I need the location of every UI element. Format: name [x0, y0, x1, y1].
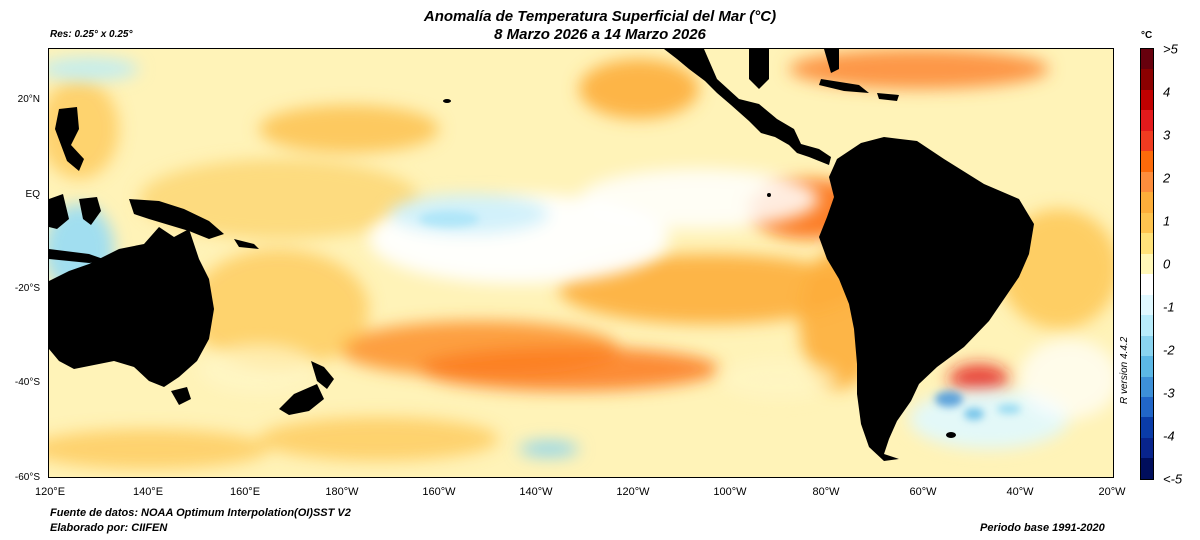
colorbar-segment [1141, 171, 1153, 193]
cool-anomaly-eddies [419, 211, 1021, 420]
colorbar-segment [1141, 151, 1153, 172]
australia [49, 227, 214, 387]
colorbar-segment [1141, 192, 1153, 213]
colorbar-segment [1141, 437, 1153, 459]
resolution-label: Res: 0.25° x 0.25° [50, 29, 133, 40]
colorbar-segment [1141, 335, 1153, 357]
indonesia-islands [49, 249, 109, 263]
colorbar-unit: °C [1141, 30, 1153, 41]
lon-label-160w: 160°W [422, 486, 456, 498]
author-credit: Elaborado por: CIIFEN [50, 522, 168, 534]
lon-label-180w: 180°W [325, 486, 359, 498]
sst-anomaly-map [48, 48, 1114, 478]
colorbar-tick-label: 2 [1163, 170, 1171, 186]
colorbar-segment [1141, 458, 1153, 479]
map-date-range: 8 Marzo 2026 a 14 Marzo 2026 [494, 26, 706, 43]
north-america [664, 49, 831, 165]
colorbar-tick-label: 3 [1163, 127, 1171, 143]
new-guinea [129, 199, 224, 239]
lon-label-20w: 20°W [1098, 486, 1126, 498]
colorbar-segment [1141, 233, 1153, 254]
colorbar-segment [1141, 274, 1153, 295]
base-period: Periodo base 1991-2020 [980, 522, 1105, 534]
new-zealand-south [279, 384, 324, 415]
colorbar-segment [1141, 417, 1153, 438]
sulawesi [79, 197, 101, 225]
colorbar-segment [1141, 49, 1153, 70]
data-source: Fuente de datos: NOAA Optimum Interpolat… [50, 507, 351, 519]
colorbar-tick-label: >5 [1163, 41, 1178, 57]
colorbar-segment [1141, 315, 1153, 336]
lon-label-120w: 120°W [616, 486, 650, 498]
lon-label-100w: 100°W [713, 486, 747, 498]
new-zealand-north [311, 361, 334, 389]
lat-label-60s: -60°S [14, 472, 40, 483]
lon-label-80w: 80°W [812, 486, 840, 498]
colorbar-segment [1141, 294, 1153, 316]
land-masses [49, 49, 1034, 461]
colorbar-tick-label: 1 [1163, 213, 1171, 229]
colorbar-segment [1141, 356, 1153, 377]
lon-label-160e: 160°E [229, 486, 261, 498]
solomon-islands [234, 239, 259, 249]
colorbar-segment [1141, 110, 1153, 131]
colorbar-segment [1141, 253, 1153, 275]
lat-label-20s: -20°S [14, 283, 40, 294]
r-version-label: R version 4.4.2 [1119, 336, 1130, 404]
colorbar [1140, 48, 1154, 480]
florida [824, 49, 839, 73]
colorbar-segment [1141, 376, 1153, 397]
colorbar-tick-label: -4 [1163, 428, 1175, 444]
lat-label-40s: -40°S [14, 377, 40, 388]
cuba [819, 79, 869, 93]
colorbar-segment [1141, 212, 1153, 234]
colorbar-segment [1141, 89, 1153, 111]
colorbar-tick-label: 0 [1163, 256, 1171, 272]
colorbar-tick-label: -1 [1163, 299, 1175, 315]
philippines [55, 107, 84, 171]
lat-label-20n: 20°N [17, 94, 40, 105]
hispaniola [877, 93, 899, 101]
colorbar-segment [1141, 69, 1153, 90]
borneo [49, 194, 69, 229]
colorbar-tick-label: <-5 [1163, 471, 1183, 487]
colorbar-segment [1141, 396, 1153, 418]
colorbar-tick-label: -3 [1163, 385, 1175, 401]
yucatan [749, 49, 769, 89]
falklands [946, 432, 956, 438]
colorbar-tick-label: -2 [1163, 342, 1175, 358]
galapagos [767, 193, 771, 197]
lon-label-140e: 140°E [132, 486, 164, 498]
lon-label-120e: 120°E [34, 486, 66, 498]
warm-anomaly-regions [49, 49, 1113, 469]
map-title: Anomalía de Temperatura Superficial del … [423, 8, 777, 25]
lon-label-40w: 40°W [1006, 486, 1034, 498]
colorbar-segment [1141, 130, 1153, 152]
tasmania [171, 387, 191, 405]
lon-label-140w: 140°W [519, 486, 553, 498]
colorbar-tick-label: 4 [1163, 84, 1171, 100]
lon-label-60w: 60°W [909, 486, 937, 498]
hawaii [443, 99, 451, 103]
south-america [819, 137, 1034, 461]
lat-label-eq: EQ [25, 189, 40, 200]
